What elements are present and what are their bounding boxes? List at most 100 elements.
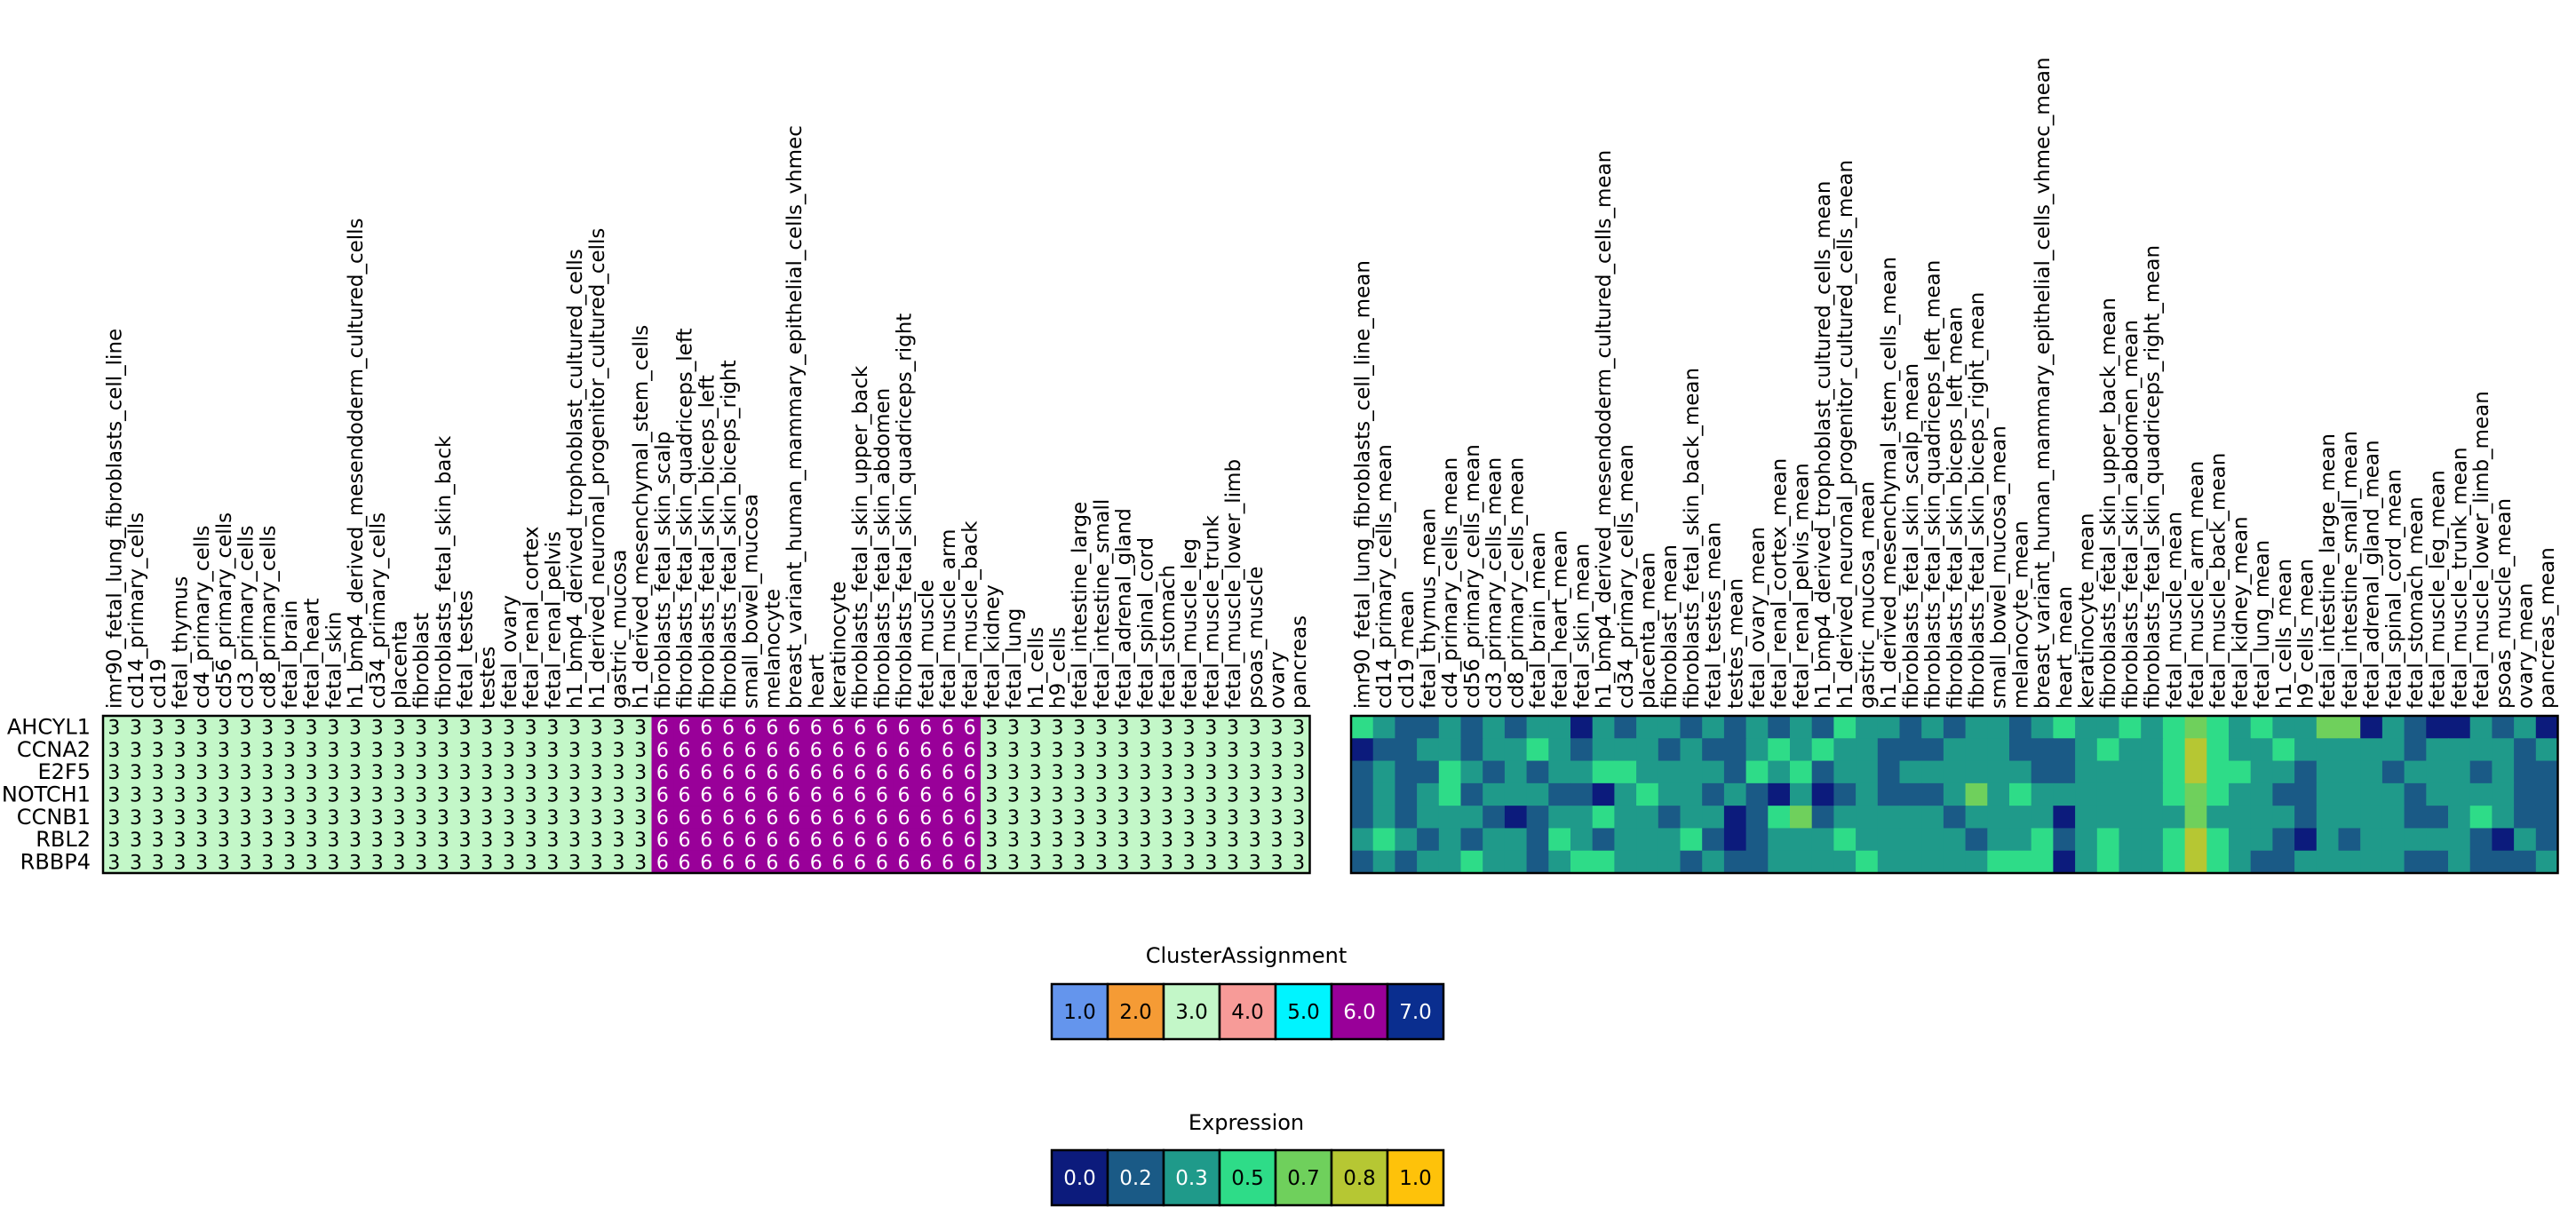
cluster-cell	[871, 738, 894, 762]
cluster-cell-label: 3	[1227, 807, 1239, 830]
cluster-cell-label: 3	[195, 718, 208, 740]
expression-column-label: fetal_renal_pelvis_mean	[1790, 463, 1813, 709]
expression-cell	[2381, 850, 2405, 874]
cluster-cell	[454, 716, 477, 739]
cluster-cell	[497, 716, 521, 739]
cluster-cell	[563, 716, 586, 739]
cluster-cell	[475, 828, 499, 852]
expression-cell	[2162, 716, 2186, 739]
cluster-cell	[103, 828, 126, 852]
gene-label: AHCYL1	[7, 715, 91, 740]
cluster-cell-label: 3	[306, 740, 318, 762]
cluster-cell	[1156, 850, 1179, 874]
cluster-cell	[651, 760, 674, 784]
expression-cell	[2141, 806, 2164, 830]
expression-column-label: fetal_brain_mean	[1527, 532, 1550, 709]
expression-cell	[1614, 716, 1637, 739]
expression-cell	[2206, 828, 2230, 852]
expression-cell	[1372, 738, 1395, 762]
cluster-cell	[608, 850, 631, 874]
cluster-cell-label: 6	[898, 718, 910, 740]
cluster-cell-label: 6	[656, 740, 669, 762]
cluster-cell	[585, 738, 608, 762]
cluster-cell	[190, 782, 214, 806]
cluster-cell-label: 3	[283, 830, 296, 852]
cluster-cell	[322, 806, 346, 830]
cluster-cell	[300, 716, 323, 739]
cluster-cell	[542, 850, 565, 874]
cluster-cell	[981, 850, 1004, 874]
expression-cell	[1768, 716, 1791, 739]
cluster-cell	[739, 738, 762, 762]
cluster-cell-label: 3	[1292, 740, 1305, 762]
cluster-cell-label: 6	[942, 785, 954, 807]
cluster-cell-label: 3	[130, 785, 142, 807]
cluster-cell-label: 3	[393, 852, 405, 874]
cluster-cell-label: 6	[700, 762, 712, 784]
cluster-cell-label: 6	[854, 785, 866, 807]
cluster-cell	[914, 782, 938, 806]
expression-cell	[1702, 850, 1725, 874]
cluster-cell	[1046, 760, 1069, 784]
expression-cell	[2184, 806, 2207, 830]
cluster-cell-label: 3	[437, 718, 449, 740]
cluster-cell-label: 3	[634, 785, 647, 807]
expression-column-label: fetal_renal_cortex_mean	[1769, 458, 1792, 709]
cluster-cell	[958, 760, 982, 784]
expression-cell	[1899, 716, 1922, 739]
cluster-cell-label: 3	[1051, 740, 1063, 762]
cluster-cell-label: 3	[568, 852, 581, 874]
cluster-cell	[739, 760, 762, 784]
cluster-cell-label: 3	[525, 785, 537, 807]
cluster-cell	[1221, 850, 1244, 874]
cluster-cell	[1266, 850, 1289, 874]
cluster-cell	[169, 806, 192, 830]
gene-label: CCNB1	[17, 805, 91, 830]
cluster-cell-label: 3	[1030, 830, 1042, 852]
cluster-cell	[409, 828, 433, 852]
expression-cell	[2184, 738, 2207, 762]
cluster-cell	[147, 782, 170, 806]
expression-cell	[2031, 760, 2054, 784]
cluster-cell-label: 3	[985, 807, 998, 830]
cluster-cell-label: 3	[415, 718, 427, 740]
cluster-cell-label: 6	[942, 830, 954, 852]
cluster-cell	[1112, 760, 1135, 784]
cluster-cell-label: 3	[525, 830, 537, 852]
cluster-cell-label: 3	[591, 807, 603, 830]
cluster-cell	[520, 760, 543, 784]
cluster-cell	[673, 760, 696, 784]
cluster-cell	[432, 782, 455, 806]
expression-cell	[1943, 738, 1967, 762]
expression-cell	[1943, 850, 1967, 874]
expression-cell	[2514, 828, 2537, 852]
cluster-cell	[542, 806, 565, 830]
cluster-cell	[871, 828, 894, 852]
cluster-cell	[520, 806, 543, 830]
cluster-cell	[761, 716, 784, 739]
cluster-cell	[300, 738, 323, 762]
cluster-cell-label: 3	[1292, 807, 1305, 830]
cluster-cell	[936, 760, 959, 784]
cluster-legend-swatch	[1106, 982, 1165, 1041]
cluster-cell	[124, 760, 147, 784]
cluster-cell-label: 6	[810, 830, 823, 852]
expression-legend-swatch-label: 0.0	[1063, 1167, 1096, 1190]
expression-cell	[2469, 716, 2493, 739]
expression-cell	[1483, 806, 1506, 830]
expression-cell	[1768, 782, 1791, 806]
cluster-cell-label: 3	[525, 718, 537, 740]
cluster-cell	[1244, 716, 1267, 739]
expression-cell	[1745, 828, 1769, 852]
cluster-column-label: fetal_thymus	[169, 576, 192, 709]
cluster-cell	[717, 760, 740, 784]
cluster-cell-label: 3	[130, 718, 142, 740]
expression-cell	[1790, 782, 1813, 806]
cluster-cell	[981, 760, 1004, 784]
cluster-cell-label: 6	[942, 807, 954, 830]
cluster-column-label: fetal_muscle_arm	[937, 529, 960, 709]
cluster-cell-label: 3	[218, 740, 230, 762]
cluster-cell-label: 3	[1249, 740, 1261, 762]
cluster-cell-label: 3	[612, 718, 624, 740]
expression-cell	[1790, 828, 1813, 852]
